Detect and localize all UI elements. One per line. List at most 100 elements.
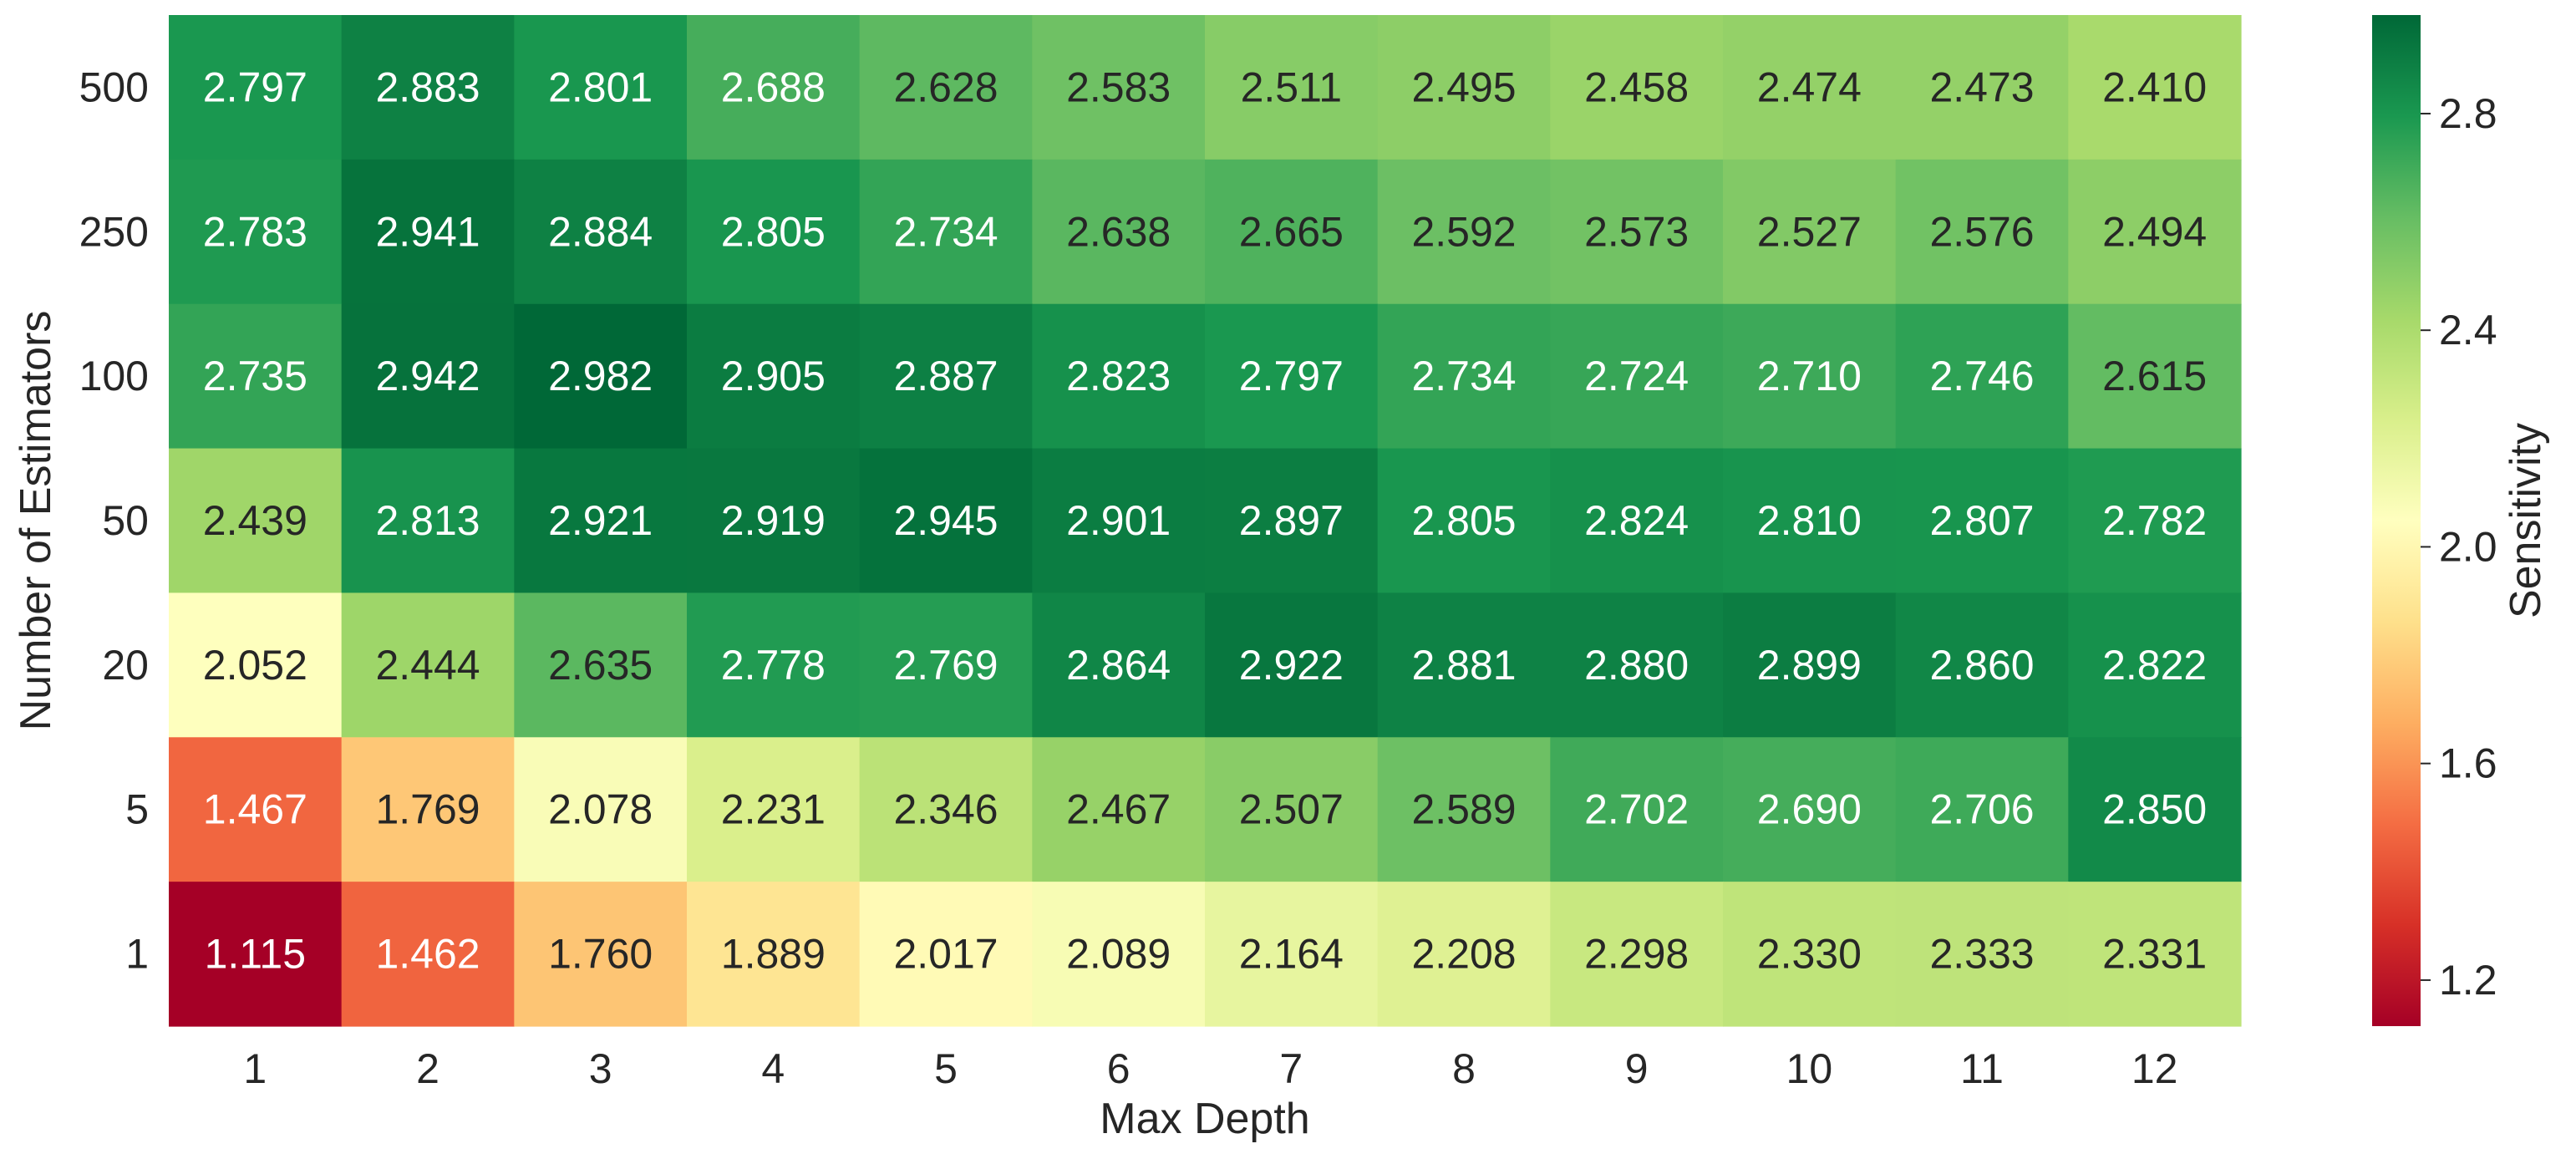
cell-value-label: 2.860 <box>1929 642 2034 689</box>
cell-value-label: 2.823 <box>1066 353 1171 399</box>
heatmap-cell <box>1550 303 1724 450</box>
cell-value-label: 2.942 <box>375 353 480 399</box>
x-axis-title: Max Depth <box>1100 1095 1309 1143</box>
x-tick-label: 11 <box>1960 1045 2004 1092</box>
x-tick-label: 9 <box>1625 1045 1649 1092</box>
heatmap-cell <box>169 592 343 738</box>
cell-value-label: 2.824 <box>1584 497 1689 544</box>
cell-value-label: 2.164 <box>1239 931 1344 978</box>
cell-value-label: 2.982 <box>548 353 653 399</box>
x-tick-label: 8 <box>1452 1045 1476 1092</box>
heatmap-cell <box>1205 737 1379 882</box>
cell-value-label: 2.690 <box>1757 786 1862 833</box>
x-tick-label: 3 <box>589 1045 612 1092</box>
cell-value-label: 2.883 <box>375 64 480 110</box>
x-tick-label: 4 <box>761 1045 785 1092</box>
heatmap-cell <box>1895 448 2069 594</box>
cell-value-label: 2.746 <box>1929 353 2034 399</box>
heatmap-cell <box>2068 737 2242 882</box>
cell-value-label: 1.467 <box>203 786 307 833</box>
cell-value-label: 2.410 <box>2102 64 2207 110</box>
colorbar-ticks: 1.2 1.6 2.0 2.4 2.8 <box>2421 90 2497 1004</box>
heatmap-cell <box>1205 159 1379 305</box>
heatmap-cell <box>2068 882 2242 1027</box>
cell-value-label: 2.583 <box>1066 64 1171 110</box>
heatmap-cell <box>1032 882 1206 1027</box>
x-tick-label: 10 <box>1786 1045 1833 1092</box>
heatmap-cell <box>1205 882 1379 1027</box>
cell-value-label: 2.797 <box>203 64 307 110</box>
cell-value-label: 2.511 <box>1241 64 1342 110</box>
cell-value-label: 2.919 <box>721 497 826 544</box>
heatmap-cell <box>1377 448 1551 594</box>
y-tick-labels: 500 250 100 50 20 5 1 <box>79 64 149 977</box>
cell-value-label: 2.734 <box>893 208 998 255</box>
x-tick-label: 5 <box>934 1045 958 1092</box>
cell-value-label: 2.724 <box>1584 353 1689 399</box>
heatmap-cell <box>1205 15 1379 160</box>
cell-value-label: 2.638 <box>1066 208 1171 255</box>
cell-value-label: 2.941 <box>375 208 480 255</box>
cell-value-label: 2.887 <box>893 353 998 399</box>
cell-value-label: 2.052 <box>203 642 307 689</box>
heatmap-cell <box>1723 303 1897 450</box>
y-tick-label: 100 <box>79 353 149 399</box>
heatmap-cell <box>1723 737 1897 882</box>
heatmap-cell <box>1032 15 1206 160</box>
cell-value-label: 2.905 <box>721 353 826 399</box>
cell-value-label: 2.231 <box>721 786 826 833</box>
heatmap-cell <box>514 303 688 450</box>
heatmap-cell <box>1550 448 1724 594</box>
cell-value-label: 2.665 <box>1239 208 1344 255</box>
cell-value-label: 2.495 <box>1411 64 1516 110</box>
cell-value-label: 2.078 <box>548 786 653 833</box>
cell-value-label: 2.589 <box>1411 786 1516 833</box>
cell-value-label: 2.017 <box>893 931 998 978</box>
cell-value-label: 2.899 <box>1757 642 1862 689</box>
heatmap-cell <box>1377 592 1551 738</box>
cell-value-label: 2.797 <box>1239 353 1344 399</box>
heatmap-cell <box>1377 737 1551 882</box>
x-tick-label: 7 <box>1279 1045 1303 1092</box>
cell-value-label: 2.706 <box>1929 786 2034 833</box>
heatmap-cell <box>514 448 688 594</box>
y-tick-label: 50 <box>102 497 149 544</box>
cell-value-label: 2.592 <box>1411 208 1516 255</box>
cell-value-label: 2.897 <box>1239 497 1344 544</box>
colorbar: 1.2 1.6 2.0 2.4 2.8 Sensitivity <box>2372 15 2550 1026</box>
cell-value-label: 2.089 <box>1066 931 1171 978</box>
heatmap-cell <box>859 592 1033 738</box>
cell-value-label: 1.115 <box>205 931 306 978</box>
colorbar-tick-label: 2.8 <box>2439 90 2497 137</box>
cell-value-label: 2.735 <box>203 353 307 399</box>
cell-value-label: 2.573 <box>1584 208 1689 255</box>
cell-value-label: 2.333 <box>1929 931 2034 978</box>
heatmap-cell <box>1723 15 1897 160</box>
heatmap-cell <box>1550 737 1724 882</box>
y-axis-title: Number of Estimators <box>12 311 60 731</box>
heatmap-cell <box>169 303 343 450</box>
cell-value-label: 2.881 <box>1411 642 1516 689</box>
heatmap-cell <box>341 882 515 1027</box>
cell-value-label: 2.688 <box>721 64 826 110</box>
heatmap-cell <box>514 159 688 305</box>
heatmap-cell <box>2068 159 2242 305</box>
heatmap-cell <box>2068 592 2242 738</box>
cell-value-label: 2.615 <box>2102 353 2207 399</box>
cell-value-label: 2.884 <box>548 208 653 255</box>
heatmap-cell <box>859 448 1033 594</box>
cell-value-label: 2.921 <box>548 497 653 544</box>
cell-value-label: 1.760 <box>548 931 653 978</box>
heatmap-cell <box>1723 448 1897 594</box>
cell-value-label: 2.473 <box>1929 64 2034 110</box>
cell-value-label: 2.346 <box>893 786 998 833</box>
heatmap-cell <box>341 303 515 450</box>
cell-value-label: 2.807 <box>1929 497 2034 544</box>
cell-value-label: 2.922 <box>1239 642 1344 689</box>
cell-value-label: 2.439 <box>203 497 307 544</box>
cell-value-label: 2.330 <box>1757 931 1862 978</box>
heatmap-cell <box>1723 159 1897 305</box>
heatmap-cell <box>1895 303 2069 450</box>
heatmap-cell <box>1032 159 1206 305</box>
